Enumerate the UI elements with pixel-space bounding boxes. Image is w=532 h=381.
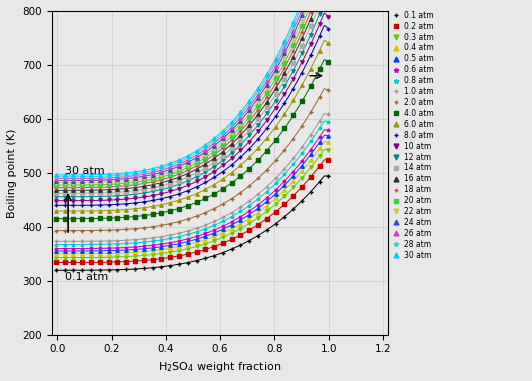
X-axis label: H$_2$SO$_4$ weight fraction: H$_2$SO$_4$ weight fraction: [159, 360, 282, 374]
Y-axis label: Boiling point (K): Boiling point (K): [7, 128, 17, 218]
Text: 30 atm: 30 atm: [65, 166, 105, 176]
Text: 0.1 atm: 0.1 atm: [65, 272, 109, 282]
Legend: 0.1 atm, 0.2 atm, 0.3 atm, 0.4 atm, 0.5 atm, 0.6 atm, 0.8 atm, 1.0 atm, 2.0 atm,: 0.1 atm, 0.2 atm, 0.3 atm, 0.4 atm, 0.5 …: [388, 8, 437, 263]
